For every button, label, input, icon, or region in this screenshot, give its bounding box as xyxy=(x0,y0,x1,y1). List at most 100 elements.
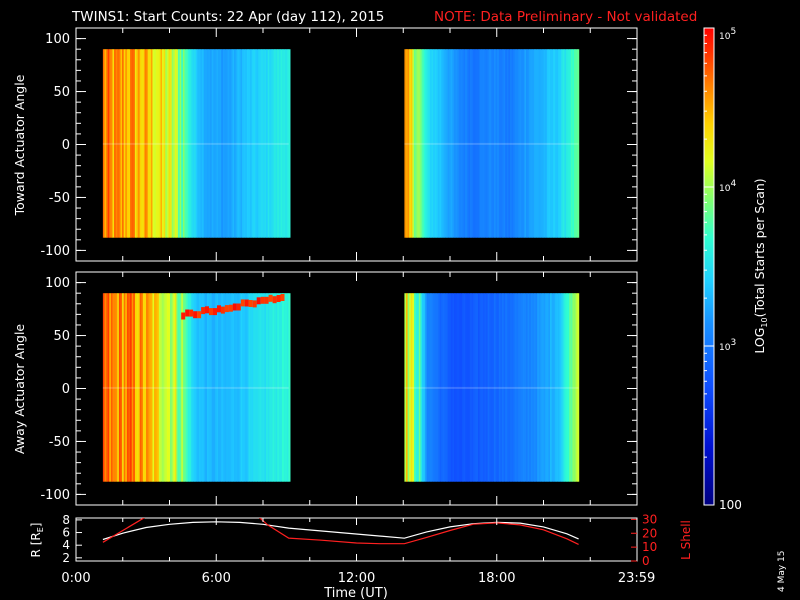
heatmap-column xyxy=(258,293,261,482)
heatmap-column xyxy=(198,293,201,482)
heatmap-column xyxy=(489,293,492,482)
heatmap-column xyxy=(423,293,426,482)
heatmap-column xyxy=(165,49,168,238)
heatmap-column xyxy=(562,293,565,482)
heatmap-cell xyxy=(264,296,269,304)
heatmap-cell xyxy=(201,307,206,315)
heatmap-column xyxy=(434,49,437,238)
heatmap-column xyxy=(160,49,163,238)
heatmap-column xyxy=(548,293,551,482)
heatmap-column xyxy=(134,293,137,482)
heatmap-column xyxy=(122,49,125,238)
heatmap-column xyxy=(468,293,471,482)
heatmap-column xyxy=(422,293,425,482)
heatmap-cell xyxy=(244,299,249,307)
heatmap-column xyxy=(484,293,487,482)
heatmap-cell xyxy=(276,295,281,302)
heatmap-column xyxy=(457,49,460,238)
heatmap-cell xyxy=(185,309,190,317)
heatmap-column xyxy=(278,49,281,238)
colorbar-tick-label: 104 xyxy=(719,179,736,194)
heatmap-column xyxy=(205,49,208,238)
heatmap-column xyxy=(521,293,524,482)
y-tick-label: 100 xyxy=(45,276,70,291)
toward-heatmap xyxy=(102,49,580,238)
heatmap-column xyxy=(562,49,565,238)
heatmap-column xyxy=(444,293,447,482)
heatmap-column xyxy=(181,49,184,238)
heatmap-cell xyxy=(181,312,186,320)
heatmap-cell xyxy=(197,311,202,319)
heatmap-column xyxy=(554,49,557,238)
heatmap-column xyxy=(133,293,136,482)
heatmap-column xyxy=(425,293,428,482)
heatmap-column xyxy=(158,49,161,238)
heatmap-column xyxy=(420,293,423,482)
heatmap-column xyxy=(277,293,280,482)
heatmap-column xyxy=(439,49,442,238)
heatmap-cell xyxy=(236,303,241,311)
heatmap-column xyxy=(508,49,511,238)
lshell-tick-label: 10 xyxy=(642,540,657,554)
heatmap-column xyxy=(441,49,444,238)
heatmap-column xyxy=(529,49,532,238)
heatmap-column xyxy=(141,293,144,482)
heatmap-column xyxy=(426,293,429,482)
heatmap-column xyxy=(409,49,412,238)
heatmap-column xyxy=(516,293,519,482)
heatmap-column xyxy=(535,49,538,238)
heatmap-column xyxy=(492,49,495,238)
heatmap-column xyxy=(428,49,431,238)
heatmap-column xyxy=(171,293,174,482)
heatmap-column xyxy=(226,49,229,238)
heatmap-column xyxy=(542,49,545,238)
heatmap-column xyxy=(522,293,525,482)
heatmap-column xyxy=(506,293,509,482)
heatmap-column xyxy=(574,293,577,482)
heatmap-column xyxy=(202,293,205,482)
heatmap-cell xyxy=(213,308,217,316)
heatmap-column xyxy=(258,49,261,238)
heatmap-column xyxy=(248,293,251,482)
heatmap-column xyxy=(106,49,109,238)
heatmap-column xyxy=(511,293,514,482)
heatmap-column xyxy=(498,49,501,238)
heatmap-column xyxy=(434,293,437,482)
heatmap-column xyxy=(230,293,233,482)
heatmap-column xyxy=(267,293,270,482)
heatmap-column xyxy=(133,49,136,238)
heatmap-column xyxy=(198,49,201,238)
heatmap-column xyxy=(551,49,554,238)
r-tick-label: 6 xyxy=(62,526,70,540)
heatmap-column xyxy=(275,49,278,238)
heatmap-column xyxy=(226,293,229,482)
heatmap-column xyxy=(266,293,269,482)
heatmap-column xyxy=(238,49,241,238)
heatmap-column xyxy=(553,293,556,482)
heatmap-column xyxy=(417,49,420,238)
heatmap-column xyxy=(452,293,455,482)
heatmap-column xyxy=(178,49,181,238)
heatmap-column xyxy=(261,293,264,482)
heatmap-column xyxy=(446,49,449,238)
heatmap-column xyxy=(540,49,543,238)
heatmap-column xyxy=(189,293,192,482)
colorbar-label: LOG10(Total Starts per Scan) xyxy=(752,178,769,353)
heatmap-column xyxy=(487,293,490,482)
heatmap-column xyxy=(494,49,497,238)
heatmap-column xyxy=(510,49,513,238)
heatmap-column xyxy=(205,293,208,482)
lshell-tick-label: 0 xyxy=(642,554,650,568)
heatmap-cell xyxy=(232,303,237,311)
heatmap-column xyxy=(500,49,503,238)
heatmap-column xyxy=(577,49,580,238)
toward-panel: 100 50 0 -50 -100 Toward Actuator Angle xyxy=(12,27,638,262)
heatmap-column xyxy=(171,49,174,238)
heatmap-column xyxy=(269,293,272,482)
heatmap-column xyxy=(569,293,572,482)
heatmap-column xyxy=(468,49,471,238)
heatmap-column xyxy=(208,293,211,482)
heatmap-column xyxy=(465,49,468,238)
heatmap-column xyxy=(280,49,283,238)
heatmap-column xyxy=(184,293,187,482)
